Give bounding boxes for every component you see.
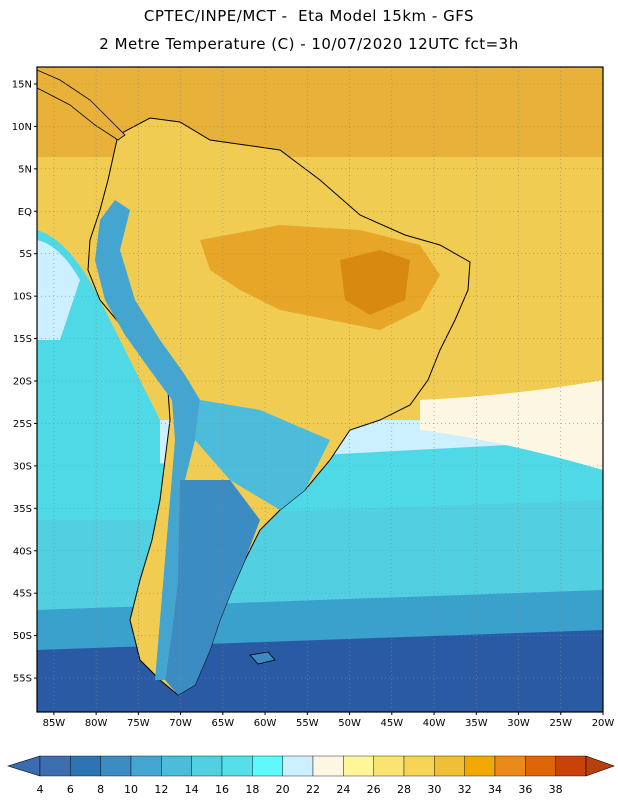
colorbar-segment [130, 755, 162, 777]
colorbar [6, 755, 615, 777]
colorbar-segment [312, 755, 344, 777]
colorbar-segment [343, 755, 374, 777]
map-border [36, 66, 604, 713]
lon-tick-label: 70W [169, 718, 192, 729]
lon-tick-label: 35W [465, 718, 488, 729]
colorbar-segment [221, 755, 253, 777]
colorbar-segment [434, 755, 465, 777]
lon-tick-label: 45W [380, 718, 403, 729]
colorbar-label: 14 [184, 783, 199, 796]
lon-tick-label: 55W [296, 718, 319, 729]
patagonia-cool [165, 480, 260, 695]
colorbar-segment [191, 755, 223, 777]
colorbar-label: 18 [245, 783, 260, 796]
lat-tick-label: 50S [13, 631, 32, 642]
brazil-hot [340, 250, 410, 315]
lat-tick-label: 10N [12, 122, 32, 133]
lat-tick-label: 5N [18, 164, 32, 175]
colorbar-label: 20 [275, 783, 290, 796]
colorbar-label: 10 [124, 783, 138, 796]
lat-tick-label: 15S [13, 334, 32, 345]
chart-title: CPTEC/INPE/MCT - Eta Model 15km - GFS [143, 7, 475, 25]
longitude-labels: 85W 80W 75W 70W 65W 60W 55W 50W 45W 40W 35W 30W 25W 2… [43, 712, 615, 729]
colorbar-segment [555, 755, 587, 777]
lat-tick-label: 45S [13, 589, 32, 600]
colorbar-segment [282, 755, 314, 777]
colorbar-label: 36 [518, 783, 533, 796]
map-fill [37, 67, 603, 712]
colorbar-high-arrow [585, 755, 615, 777]
colorbar-label: 4 [36, 783, 44, 796]
colorbar-label: 26 [366, 783, 381, 796]
lat-tick-label: 15N [12, 79, 32, 90]
colorbar-segment [161, 755, 192, 777]
colorbar-label: 34 [488, 783, 502, 796]
colorbar-segment [100, 755, 132, 777]
lat-tick-label: 25S [13, 419, 32, 430]
lat-tick-label: 5S [19, 249, 32, 260]
colorbar-label: 8 [97, 783, 105, 796]
colorbar-segment [464, 755, 496, 777]
colorbar-label: 12 [154, 783, 169, 796]
lon-tick-label: 80W [85, 718, 108, 729]
colorbar-label: 6 [66, 783, 74, 796]
colorbar-segment [252, 755, 283, 777]
lat-tick-label: 55S [13, 674, 32, 685]
lon-tick-label: 60W [254, 718, 277, 729]
colorbar-segment [403, 755, 435, 777]
colorbar-label: 24 [336, 783, 351, 796]
lat-tick-label: 30S [13, 461, 32, 472]
colorbar-label: 22 [306, 783, 320, 796]
central-america-land [37, 69, 126, 141]
lon-tick-label: 50W [338, 718, 361, 729]
colorbar-label: 28 [397, 783, 411, 796]
lon-tick-label: 20W [592, 718, 615, 729]
lon-tick-label: 30W [507, 718, 530, 729]
ocean-pale [420, 380, 603, 470]
chart-subtitle: 2 Metre Temperature (C) - 10/07/2020 12U… [99, 35, 519, 53]
falklands [249, 651, 276, 665]
colorbar-segment [373, 755, 405, 777]
colorbar-label: 30 [427, 783, 442, 796]
lat-tick-label: 35S [13, 504, 32, 515]
pacific-pale [37, 240, 80, 340]
colorbar-label: 16 [215, 783, 229, 796]
colorbar-segment [525, 755, 556, 777]
lat-tick-label: 20S [13, 377, 32, 388]
lat-tick-label: 10S [13, 292, 32, 303]
colorbar-segment [494, 755, 526, 777]
lon-tick-label: 85W [43, 718, 66, 729]
lat-tick-label: 40S [13, 546, 32, 557]
colorbar-segment [70, 755, 101, 777]
colorbar-label: 32 [457, 783, 472, 796]
lon-tick-label: 25W [549, 718, 572, 729]
colorbar-low-arrow [6, 755, 41, 777]
lon-tick-label: 40W [423, 718, 446, 729]
andes-cool [95, 200, 200, 680]
lon-tick-label: 75W [127, 718, 150, 729]
argentina-mild [195, 400, 330, 510]
colorbar-segment [39, 755, 71, 777]
latitude-labels: 15N 10N 5N EQ 5S 10S 15S 20S 25S 30S 35S 40S 45S 50S 5… [12, 79, 37, 685]
lat-tick-label: EQ [18, 207, 32, 218]
lon-tick-label: 65W [212, 718, 235, 729]
colorbar-label: 38 [548, 783, 563, 796]
